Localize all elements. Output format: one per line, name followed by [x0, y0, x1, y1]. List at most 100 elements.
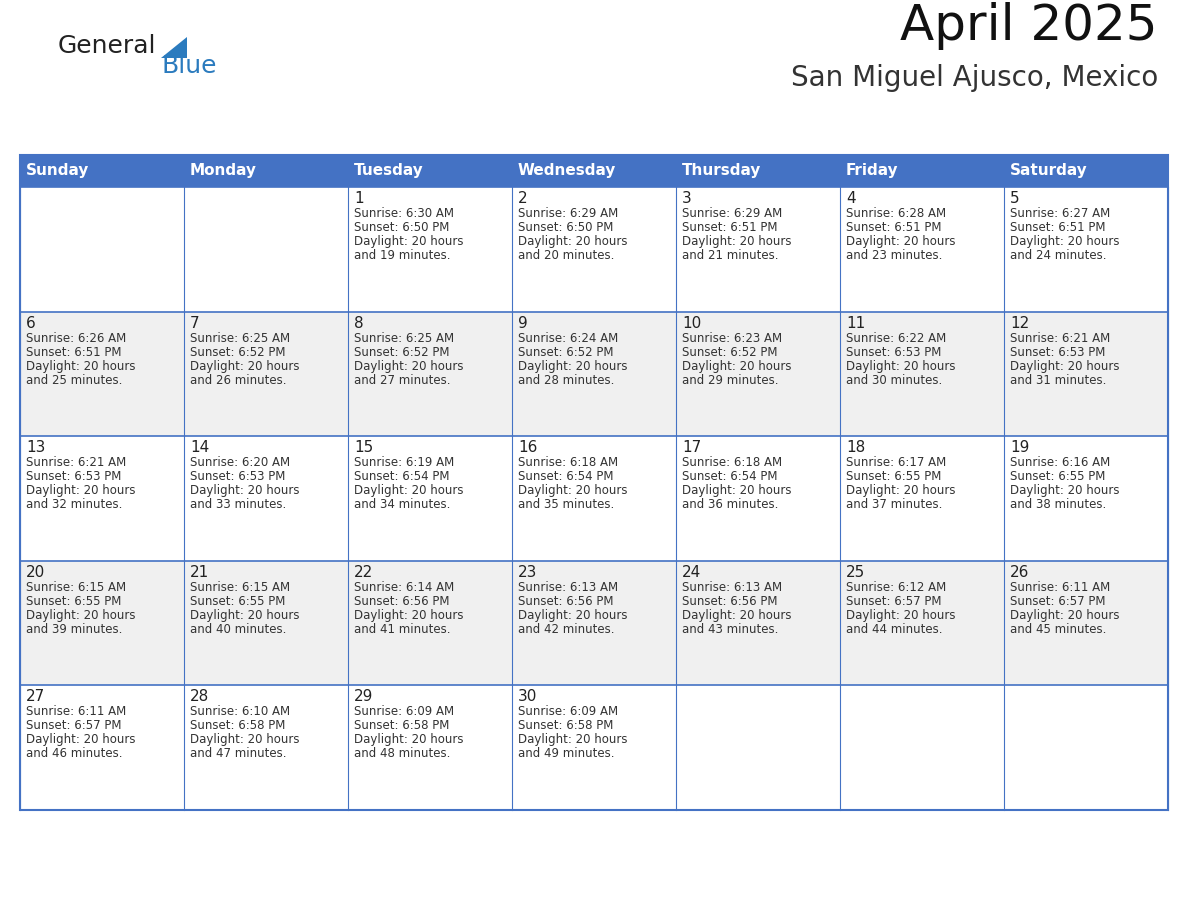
Text: Sunrise: 6:27 AM: Sunrise: 6:27 AM: [1010, 207, 1111, 220]
Text: and 38 minutes.: and 38 minutes.: [1010, 498, 1106, 511]
Text: Daylight: 20 hours: Daylight: 20 hours: [26, 484, 135, 498]
Text: 10: 10: [682, 316, 701, 330]
Text: Daylight: 20 hours: Daylight: 20 hours: [190, 733, 299, 746]
Text: Sunrise: 6:15 AM: Sunrise: 6:15 AM: [190, 581, 290, 594]
Text: Wednesday: Wednesday: [518, 163, 617, 178]
Text: Sunrise: 6:30 AM: Sunrise: 6:30 AM: [354, 207, 454, 220]
Bar: [1004, 187, 1168, 311]
Text: Daylight: 20 hours: Daylight: 20 hours: [354, 360, 463, 373]
Text: Sunset: 6:54 PM: Sunset: 6:54 PM: [518, 470, 613, 483]
Text: Sunrise: 6:19 AM: Sunrise: 6:19 AM: [354, 456, 454, 469]
Text: 14: 14: [190, 441, 209, 455]
Text: 25: 25: [846, 565, 865, 580]
Bar: [512, 686, 676, 810]
Text: Sunset: 6:54 PM: Sunset: 6:54 PM: [354, 470, 449, 483]
Text: Sunset: 6:57 PM: Sunset: 6:57 PM: [26, 720, 121, 733]
Text: and 43 minutes.: and 43 minutes.: [682, 622, 778, 636]
Bar: [840, 686, 1004, 810]
Text: and 24 minutes.: and 24 minutes.: [1010, 249, 1106, 262]
Text: Sunset: 6:53 PM: Sunset: 6:53 PM: [1010, 345, 1105, 359]
Text: and 45 minutes.: and 45 minutes.: [1010, 622, 1106, 636]
Text: 22: 22: [354, 565, 373, 580]
Text: Blue: Blue: [162, 54, 217, 78]
Text: 11: 11: [846, 316, 865, 330]
Text: and 32 minutes.: and 32 minutes.: [26, 498, 122, 511]
Text: 7: 7: [190, 316, 200, 330]
Text: Sunset: 6:52 PM: Sunset: 6:52 PM: [354, 345, 449, 359]
Text: Monday: Monday: [190, 163, 257, 178]
Bar: [20, 436, 184, 561]
Text: Sunset: 6:52 PM: Sunset: 6:52 PM: [190, 345, 285, 359]
Text: Daylight: 20 hours: Daylight: 20 hours: [354, 235, 463, 248]
Text: 9: 9: [518, 316, 527, 330]
Text: Sunrise: 6:21 AM: Sunrise: 6:21 AM: [26, 456, 126, 469]
Text: 8: 8: [354, 316, 364, 330]
Text: and 30 minutes.: and 30 minutes.: [846, 374, 942, 386]
Text: Sunrise: 6:23 AM: Sunrise: 6:23 AM: [682, 331, 782, 344]
Bar: [512, 436, 676, 561]
Bar: [676, 561, 840, 686]
Text: 12: 12: [1010, 316, 1029, 330]
Text: and 48 minutes.: and 48 minutes.: [354, 747, 450, 760]
Text: and 47 minutes.: and 47 minutes.: [190, 747, 286, 760]
Text: and 26 minutes.: and 26 minutes.: [190, 374, 286, 386]
Text: Sunrise: 6:22 AM: Sunrise: 6:22 AM: [846, 331, 947, 344]
Text: 24: 24: [682, 565, 701, 580]
Text: San Miguel Ajusco, Mexico: San Miguel Ajusco, Mexico: [791, 64, 1158, 92]
Text: Thursday: Thursday: [682, 163, 762, 178]
Bar: [676, 311, 840, 436]
Text: Daylight: 20 hours: Daylight: 20 hours: [354, 609, 463, 621]
Text: Sunrise: 6:24 AM: Sunrise: 6:24 AM: [518, 331, 618, 344]
Bar: [1004, 311, 1168, 436]
Text: Sunrise: 6:25 AM: Sunrise: 6:25 AM: [190, 331, 290, 344]
Text: Sunday: Sunday: [26, 163, 89, 178]
Text: 26: 26: [1010, 565, 1029, 580]
Text: Daylight: 20 hours: Daylight: 20 hours: [26, 609, 135, 621]
Bar: [676, 436, 840, 561]
Text: Sunset: 6:56 PM: Sunset: 6:56 PM: [518, 595, 613, 608]
Text: Sunset: 6:50 PM: Sunset: 6:50 PM: [518, 221, 613, 234]
Text: 21: 21: [190, 565, 209, 580]
Text: Sunrise: 6:20 AM: Sunrise: 6:20 AM: [190, 456, 290, 469]
Bar: [840, 436, 1004, 561]
Text: and 40 minutes.: and 40 minutes.: [190, 622, 286, 636]
Polygon shape: [162, 37, 187, 58]
Text: 29: 29: [354, 689, 373, 704]
Text: Sunset: 6:51 PM: Sunset: 6:51 PM: [1010, 221, 1106, 234]
Bar: [840, 561, 1004, 686]
Text: and 42 minutes.: and 42 minutes.: [518, 622, 614, 636]
Text: Daylight: 20 hours: Daylight: 20 hours: [354, 484, 463, 498]
Text: and 35 minutes.: and 35 minutes.: [518, 498, 614, 511]
Text: Sunset: 6:57 PM: Sunset: 6:57 PM: [1010, 595, 1106, 608]
Bar: [20, 686, 184, 810]
Text: Sunset: 6:58 PM: Sunset: 6:58 PM: [354, 720, 449, 733]
Text: and 33 minutes.: and 33 minutes.: [190, 498, 286, 511]
Text: Daylight: 20 hours: Daylight: 20 hours: [846, 235, 955, 248]
Text: Sunrise: 6:21 AM: Sunrise: 6:21 AM: [1010, 331, 1111, 344]
Text: Sunrise: 6:09 AM: Sunrise: 6:09 AM: [518, 705, 618, 719]
Text: Sunrise: 6:09 AM: Sunrise: 6:09 AM: [354, 705, 454, 719]
Text: Sunset: 6:55 PM: Sunset: 6:55 PM: [1010, 470, 1105, 483]
Text: Tuesday: Tuesday: [354, 163, 424, 178]
Text: Sunset: 6:58 PM: Sunset: 6:58 PM: [518, 720, 613, 733]
Text: Daylight: 20 hours: Daylight: 20 hours: [682, 609, 791, 621]
Bar: [20, 561, 184, 686]
Text: and 34 minutes.: and 34 minutes.: [354, 498, 450, 511]
Text: Sunrise: 6:14 AM: Sunrise: 6:14 AM: [354, 581, 454, 594]
Text: 5: 5: [1010, 191, 1019, 206]
Text: 17: 17: [682, 441, 701, 455]
Bar: [184, 311, 348, 436]
Text: 6: 6: [26, 316, 36, 330]
Text: Daylight: 20 hours: Daylight: 20 hours: [846, 360, 955, 373]
Text: General: General: [58, 34, 157, 58]
Text: 30: 30: [518, 689, 537, 704]
Text: Daylight: 20 hours: Daylight: 20 hours: [682, 484, 791, 498]
Text: Sunset: 6:58 PM: Sunset: 6:58 PM: [190, 720, 285, 733]
Text: 4: 4: [846, 191, 855, 206]
Bar: [348, 686, 512, 810]
Text: Sunset: 6:53 PM: Sunset: 6:53 PM: [846, 345, 941, 359]
Bar: [184, 686, 348, 810]
Text: Sunrise: 6:12 AM: Sunrise: 6:12 AM: [846, 581, 947, 594]
Text: Sunset: 6:51 PM: Sunset: 6:51 PM: [682, 221, 777, 234]
Text: April 2025: April 2025: [901, 2, 1158, 50]
